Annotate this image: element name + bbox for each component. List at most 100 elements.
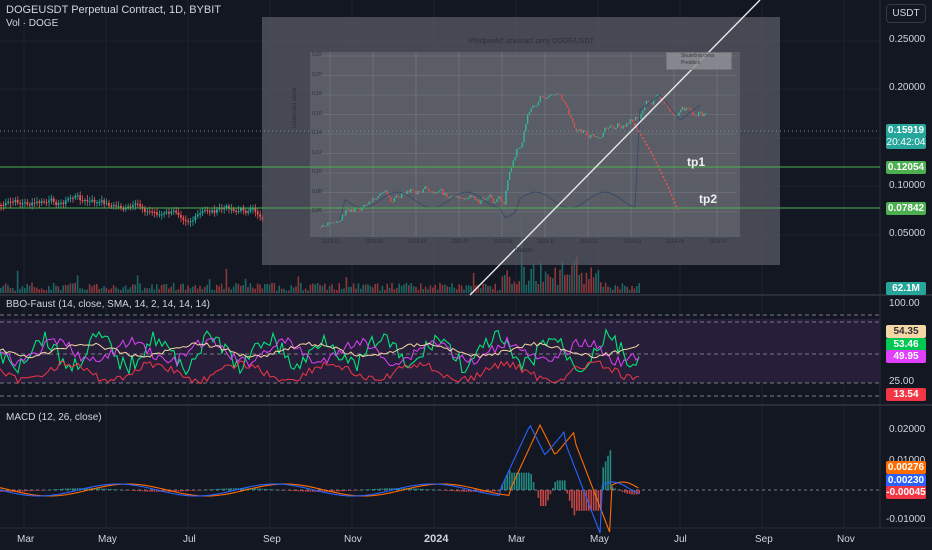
price-candle bbox=[225, 205, 228, 209]
price-candle bbox=[223, 208, 225, 210]
volume-bar bbox=[343, 288, 345, 293]
macd-histogram-bar bbox=[552, 488, 554, 490]
overlay-candle bbox=[584, 130, 586, 132]
overlay-candle bbox=[564, 101, 567, 105]
price-candle bbox=[235, 211, 237, 213]
overlay-candle bbox=[539, 96, 541, 102]
macd-histogram-bar bbox=[204, 489, 206, 491]
macd-histogram-bar bbox=[448, 490, 451, 491]
volume-tag: 62.1M bbox=[886, 282, 926, 295]
volume-bar bbox=[499, 289, 501, 293]
volume-bar bbox=[484, 283, 487, 293]
overlay-candle bbox=[642, 110, 644, 114]
overlay-candle bbox=[433, 191, 435, 194]
macd-histogram-bar bbox=[350, 490, 352, 491]
volume-bar bbox=[441, 284, 444, 293]
macd-signal-tag: 0.00276 bbox=[886, 461, 926, 474]
volume-bar bbox=[12, 288, 14, 293]
tp2-annotation[interactable]: tp2 bbox=[699, 192, 717, 206]
volume-bar bbox=[278, 285, 280, 293]
macd-histogram-bar bbox=[165, 490, 168, 492]
currency-button[interactable]: USDT bbox=[886, 4, 926, 23]
macd-histogram-bar bbox=[340, 490, 343, 492]
overlay-candle bbox=[359, 208, 361, 211]
macd-histogram-bar bbox=[525, 472, 528, 490]
volume-bar bbox=[60, 290, 62, 293]
macd-histogram-bar bbox=[199, 490, 201, 491]
overlay-candle bbox=[408, 190, 410, 193]
volume-bar bbox=[542, 281, 544, 293]
volume-bar bbox=[307, 290, 309, 293]
price-candle bbox=[136, 203, 139, 205]
volume-bar bbox=[16, 270, 19, 293]
macd-histogram-bar bbox=[477, 490, 480, 492]
overlay-x-tick: 2023-07 bbox=[451, 239, 470, 245]
price-candle bbox=[134, 203, 137, 206]
price-candle bbox=[112, 204, 115, 207]
volume-bar bbox=[477, 285, 480, 293]
trend-line[interactable] bbox=[469, 0, 761, 296]
volume-bar bbox=[132, 284, 134, 293]
overlay-candle bbox=[602, 132, 604, 138]
price-candle bbox=[31, 202, 33, 206]
macd-histogram-bar bbox=[338, 490, 340, 492]
macd-histogram-bar bbox=[136, 490, 139, 492]
macd-axis-label: 0.01000 bbox=[889, 455, 925, 466]
volume-bar bbox=[472, 272, 475, 293]
time-label: May bbox=[590, 534, 609, 545]
bbo-indicator-title[interactable]: BBO-Faust (14, close, SMA, 14, 2, 14, 14… bbox=[6, 299, 210, 310]
overlay-candle bbox=[491, 194, 493, 199]
volume-bar bbox=[381, 285, 384, 293]
macd-histogram-bar bbox=[537, 490, 540, 498]
macd-histogram-bar bbox=[223, 488, 225, 490]
overlay-candle bbox=[447, 197, 450, 199]
current-price-tag: 0.15919 bbox=[886, 124, 926, 137]
macd-histogram-bar bbox=[184, 490, 187, 492]
overlay-candle bbox=[478, 199, 480, 204]
overlay-candle bbox=[505, 190, 507, 205]
tp1-annotation[interactable]: tp1 bbox=[687, 155, 705, 169]
price-candle bbox=[211, 210, 213, 213]
volume-bar bbox=[621, 283, 624, 293]
macd-indicator-title[interactable]: MACD (12, 26, close) bbox=[6, 412, 102, 423]
overlay-candle bbox=[566, 104, 568, 108]
volume-bar bbox=[429, 285, 432, 293]
volume-bar bbox=[410, 283, 412, 293]
volume-bar bbox=[592, 277, 595, 293]
macd-histogram-bar bbox=[300, 490, 302, 492]
price-candle bbox=[76, 195, 79, 197]
macd-histogram-bar bbox=[487, 490, 489, 492]
time-label: Nov bbox=[344, 534, 362, 545]
overlay-candle bbox=[440, 188, 442, 191]
macd-histogram-bar bbox=[333, 490, 336, 492]
overlay-candle bbox=[570, 115, 572, 118]
macd-histogram-bar bbox=[523, 472, 525, 490]
volume-bar bbox=[108, 289, 110, 293]
volume-bar bbox=[40, 288, 43, 293]
overlay-candle bbox=[588, 135, 590, 139]
volume-bar bbox=[350, 286, 352, 293]
macd-histogram-bar bbox=[556, 480, 559, 490]
overlay-candle bbox=[406, 190, 408, 195]
macd-histogram-bar bbox=[566, 490, 568, 494]
macd-histogram-bar bbox=[604, 461, 607, 490]
overlay-candle bbox=[600, 137, 603, 139]
price-candle bbox=[45, 202, 48, 204]
price-candle bbox=[158, 214, 161, 216]
volume-bar bbox=[199, 285, 201, 293]
price-candle bbox=[187, 221, 189, 223]
volume-bar bbox=[213, 290, 216, 293]
macd-histogram-bar bbox=[290, 490, 292, 491]
macd-histogram-bar bbox=[163, 490, 165, 492]
overlay-candle bbox=[545, 97, 547, 99]
price-axis-label: 0.05000 bbox=[889, 228, 926, 239]
macd-histogram-bar bbox=[343, 490, 345, 492]
overlay-y-tick: 0.10 bbox=[312, 169, 322, 175]
macd-histogram-bar bbox=[69, 488, 72, 490]
macd-histogram-bar bbox=[278, 489, 280, 491]
price-candle bbox=[117, 206, 120, 208]
price-candle bbox=[208, 211, 211, 213]
macd-line-tag: 0.00230 bbox=[886, 474, 926, 487]
price-candle bbox=[218, 208, 221, 210]
